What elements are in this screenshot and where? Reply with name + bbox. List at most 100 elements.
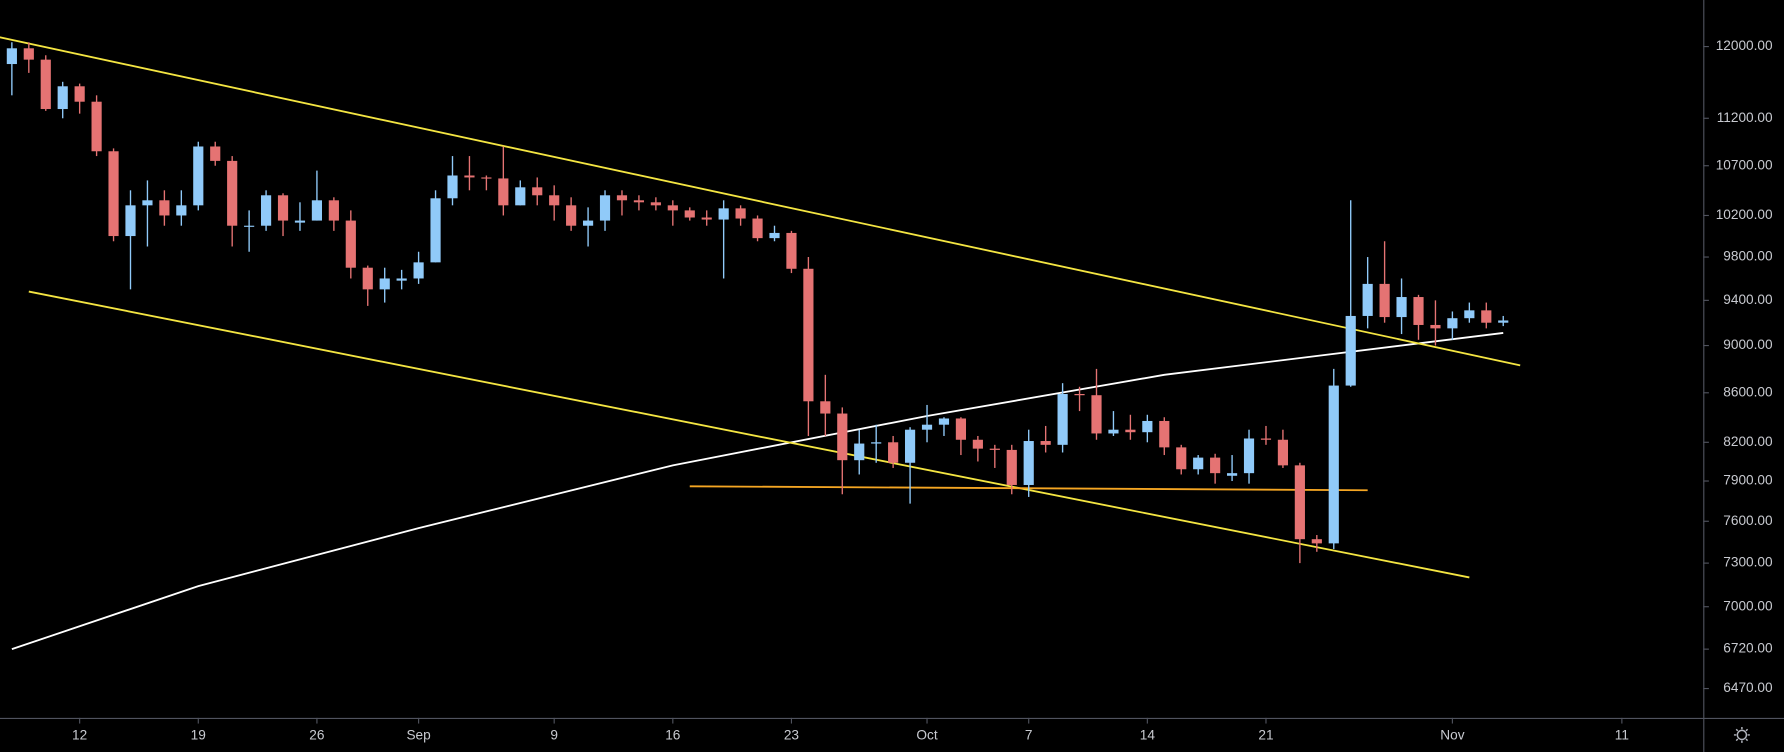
candle-body xyxy=(854,443,865,461)
candle-body xyxy=(1260,438,1272,440)
plot-area xyxy=(0,36,1521,651)
x-tick-label: 16 xyxy=(665,728,680,743)
candle-body xyxy=(1396,297,1407,318)
candle-body xyxy=(447,175,458,199)
candle-body xyxy=(1430,324,1441,329)
y-tick-label: 7900.00 xyxy=(1723,473,1773,488)
candle-body xyxy=(345,220,356,268)
candle-body xyxy=(159,200,170,216)
candle-body xyxy=(582,220,594,226)
candle-body xyxy=(1091,395,1102,434)
x-tick-label: 26 xyxy=(309,728,324,743)
x-tick-label: 7 xyxy=(1025,728,1033,743)
candle-body xyxy=(786,232,797,269)
y-tick-label: 9000.00 xyxy=(1723,337,1773,352)
candle-body xyxy=(820,401,831,414)
x-tick-label: 21 xyxy=(1258,728,1273,743)
candle-body xyxy=(1023,441,1034,485)
candle-body xyxy=(955,418,967,440)
candle-body xyxy=(904,429,916,463)
candle-body xyxy=(735,208,746,219)
candle-body xyxy=(1006,449,1017,485)
candle-body xyxy=(1210,457,1221,474)
candle-body xyxy=(294,220,306,223)
candle-body xyxy=(667,205,678,211)
candle-body xyxy=(701,217,712,220)
candle-body xyxy=(752,218,763,239)
candle-body xyxy=(1345,315,1356,386)
y-tick-label: 10200.00 xyxy=(1716,207,1773,222)
candle-body xyxy=(498,178,509,206)
candle-body xyxy=(1125,429,1136,433)
candle-body xyxy=(1193,457,1204,470)
candle-body xyxy=(837,413,848,461)
candle-body xyxy=(1328,385,1339,544)
candle-body xyxy=(176,205,187,216)
y-tick-label: 10700.00 xyxy=(1716,157,1773,172)
candle-body xyxy=(6,48,17,65)
candle-body xyxy=(1159,420,1170,448)
candle-body xyxy=(1277,439,1289,466)
settings-icon[interactable] xyxy=(1733,726,1750,743)
candle-body xyxy=(464,175,475,178)
y-tick-label: 6470.00 xyxy=(1723,680,1773,695)
candle-body xyxy=(1108,429,1119,434)
candle-body xyxy=(1057,394,1068,445)
candle-body xyxy=(989,448,1000,450)
candle-body xyxy=(599,195,611,221)
candle-body xyxy=(481,177,492,179)
candle-body xyxy=(1294,465,1305,540)
candle-body xyxy=(871,442,882,444)
candle-body xyxy=(413,262,424,279)
x-tick-label: 12 xyxy=(72,728,87,743)
trendline xyxy=(0,36,1521,367)
y-tick-label: 7000.00 xyxy=(1723,598,1773,613)
candle-body xyxy=(1413,297,1424,325)
candle-body xyxy=(921,424,933,430)
candle-body xyxy=(91,101,102,152)
candle-body xyxy=(1176,447,1187,470)
candle-body xyxy=(1464,310,1475,319)
candle-body xyxy=(888,442,899,463)
candle-body xyxy=(515,187,526,206)
candle-body xyxy=(566,205,577,226)
x-tick-label: 9 xyxy=(550,728,558,743)
candle-body xyxy=(938,418,950,425)
candle-body xyxy=(311,200,323,221)
candle-body xyxy=(1142,420,1153,433)
candle-body xyxy=(616,195,628,201)
candle-body xyxy=(244,225,255,227)
x-tick-label: 19 xyxy=(191,728,206,743)
candle-body xyxy=(1243,438,1255,474)
candle-body xyxy=(328,200,339,221)
candle-body xyxy=(769,232,780,239)
candle-body xyxy=(108,151,119,237)
candle-body xyxy=(396,278,407,281)
y-tick-label: 9800.00 xyxy=(1723,249,1773,264)
moving-average xyxy=(11,332,1504,651)
y-tick-label: 7300.00 xyxy=(1723,555,1773,570)
candle-body xyxy=(125,205,136,237)
candle-body xyxy=(40,59,51,110)
candle-body xyxy=(1311,539,1322,544)
y-tick-label: 7600.00 xyxy=(1723,513,1773,528)
candle-body xyxy=(23,48,34,60)
x-tick-label: 23 xyxy=(784,728,799,743)
candle-body xyxy=(803,268,814,402)
y-tick-label: 8600.00 xyxy=(1723,384,1773,399)
x-tick-label: 14 xyxy=(1140,728,1156,743)
candle-body xyxy=(633,200,645,203)
y-tick-label: 12000.00 xyxy=(1716,38,1773,53)
candle-body xyxy=(193,146,204,206)
candle-body xyxy=(227,160,238,226)
candle-body xyxy=(650,202,661,206)
candle-body xyxy=(57,86,68,110)
candle-body xyxy=(684,210,695,218)
x-tick-label: Oct xyxy=(916,728,937,743)
candle-body xyxy=(210,146,221,161)
y-tick-label: 9400.00 xyxy=(1723,292,1773,307)
candle-body xyxy=(362,267,373,290)
candle-body xyxy=(379,278,390,290)
